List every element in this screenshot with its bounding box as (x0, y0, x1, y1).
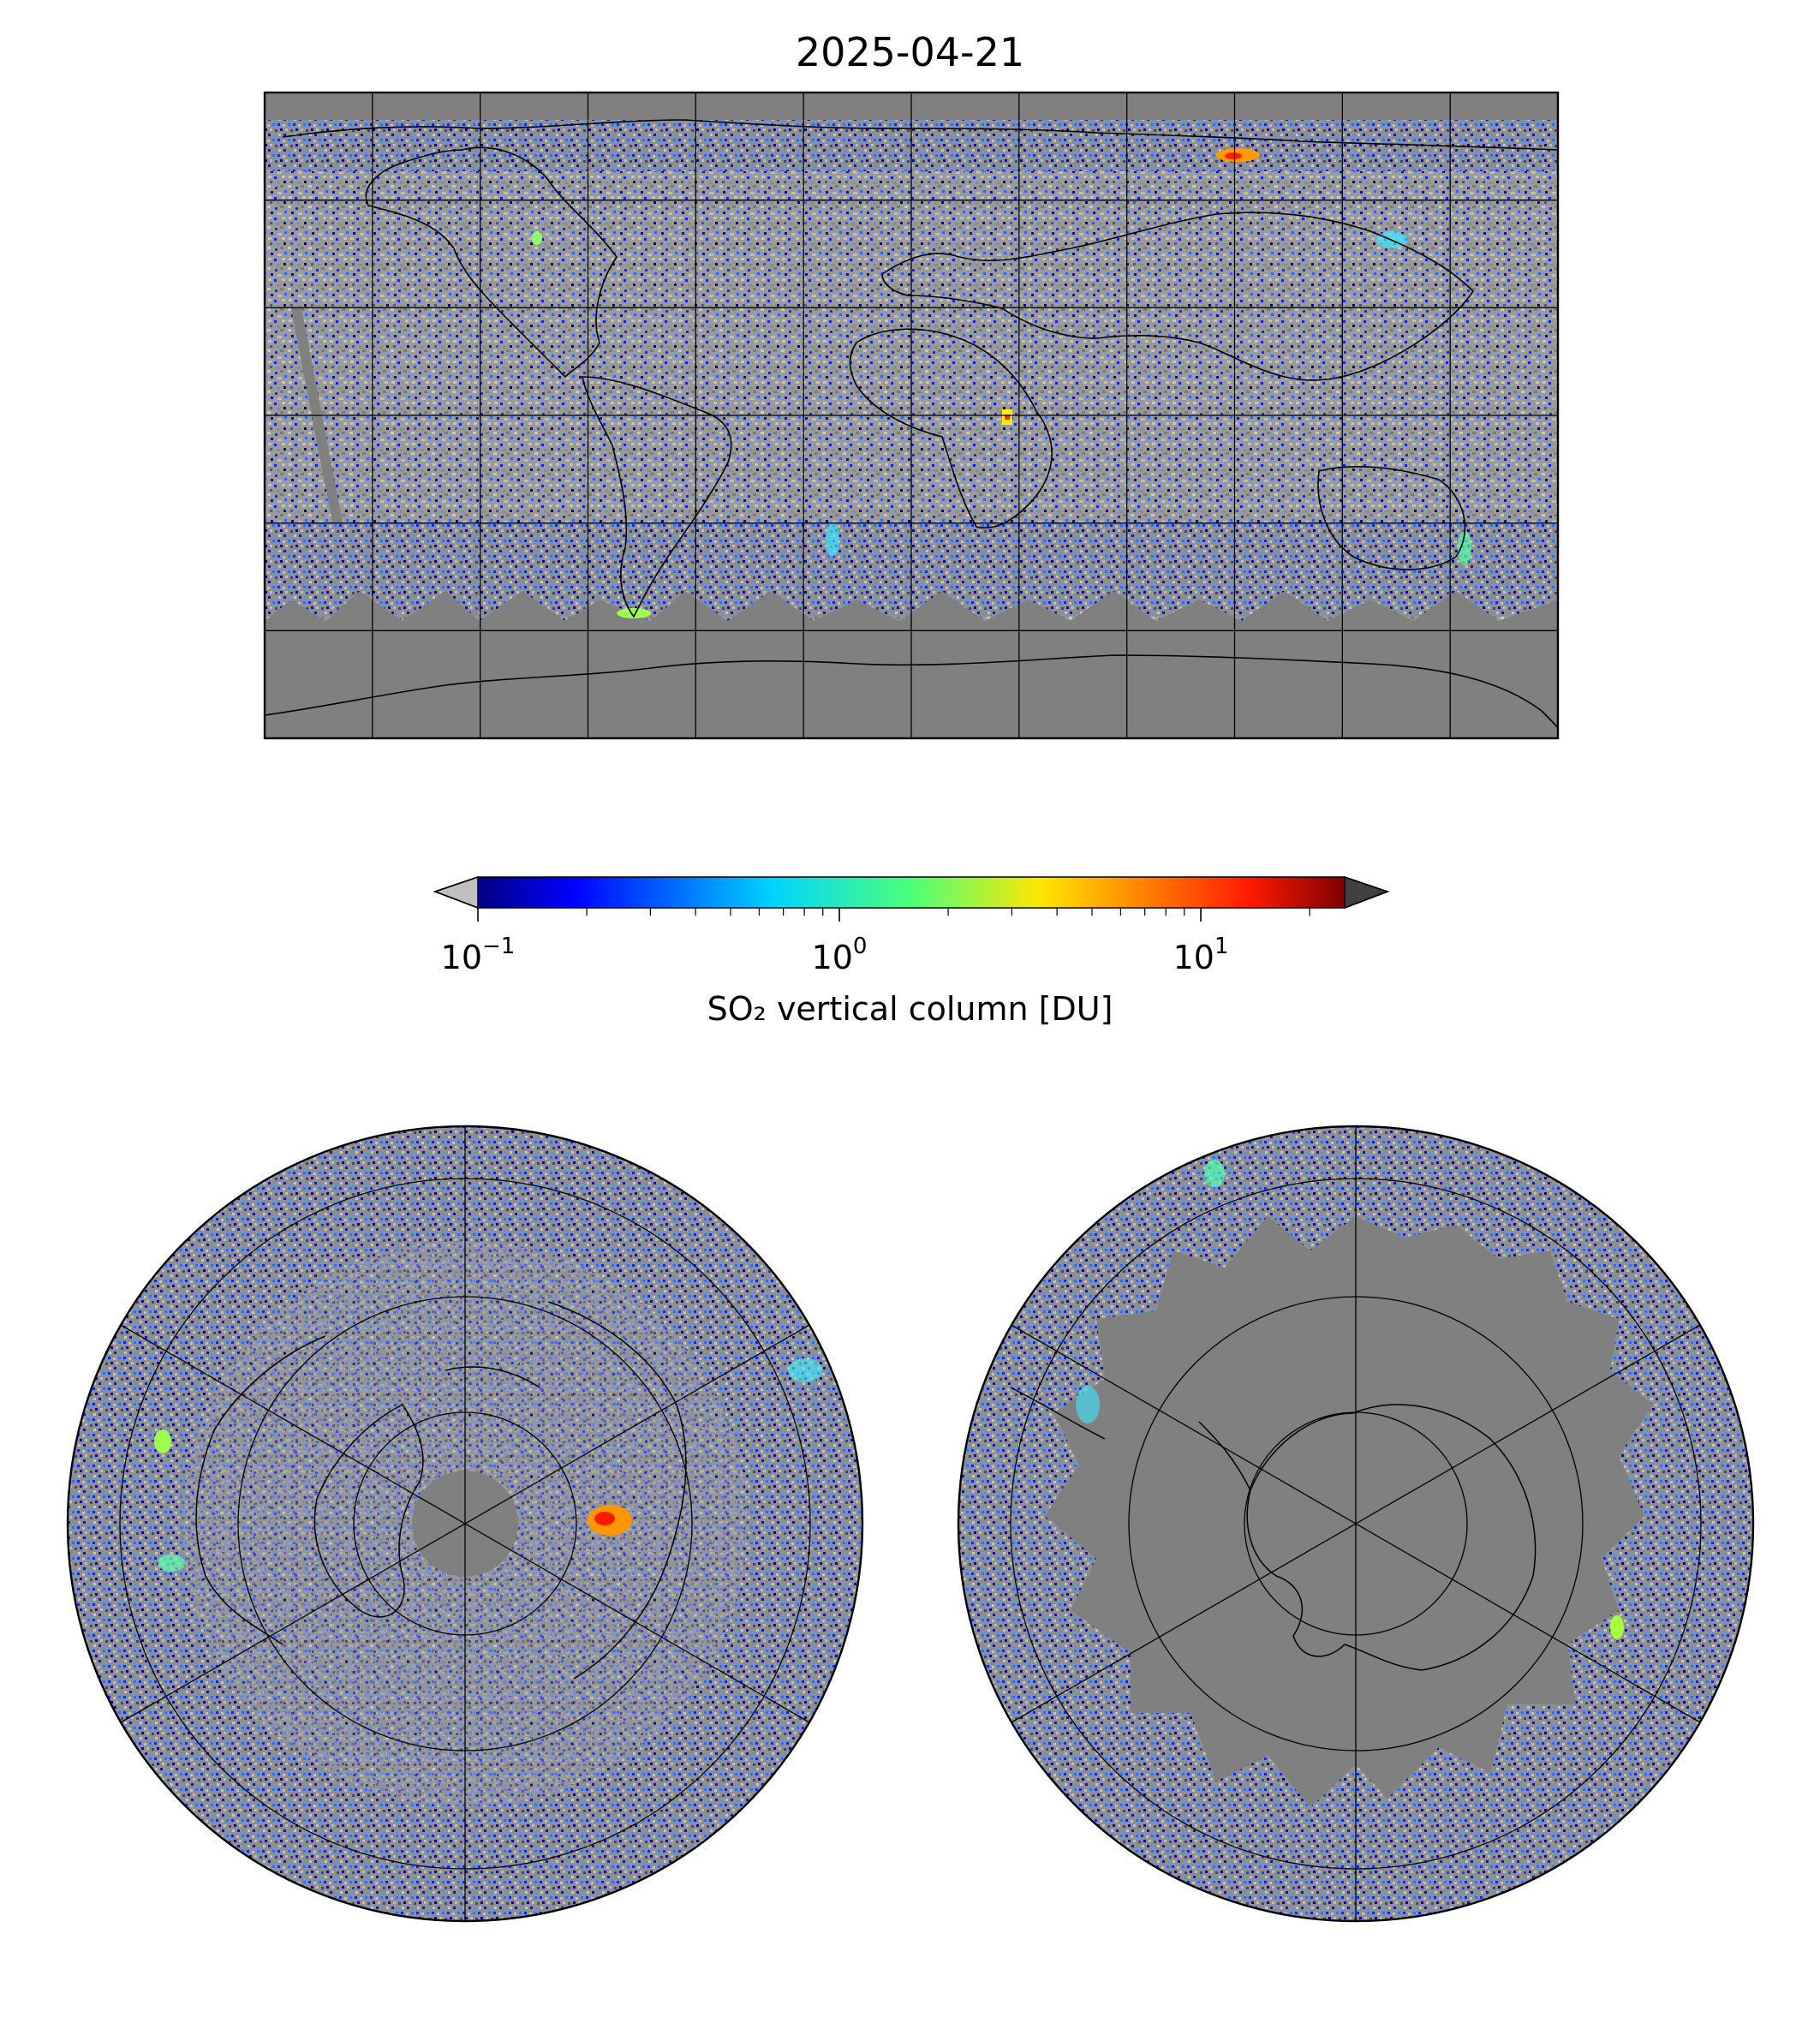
coast-antarctic-peninsula (1198, 1421, 1251, 1491)
global-map (263, 91, 1560, 740)
coast-greenland (313, 1404, 424, 1618)
coastlines (195, 1301, 687, 1680)
colorbar-tick-marks (477, 908, 1310, 922)
global-map-frame (263, 91, 1560, 740)
coastlines (1010, 1387, 1537, 1671)
coast-north-america (195, 1335, 326, 1645)
coast-south-america (1010, 1387, 1106, 1440)
coast-australia (1317, 466, 1466, 570)
graticule (265, 92, 1558, 738)
figure-title: 2025-04-21 (795, 29, 1025, 75)
colorbar-gradient (478, 877, 1345, 908)
north-polar-map (66, 1125, 864, 1923)
no-data-region (1045, 1216, 1653, 1807)
colorbar-tick-label: 101 (1173, 934, 1229, 976)
colorbar-tick-label: 100 (811, 934, 868, 976)
south-polar-map (957, 1125, 1755, 1923)
coast-north-america (365, 146, 618, 379)
coast-antarctica (1246, 1404, 1537, 1671)
north-polar-frame (66, 1125, 864, 1923)
coast-eurasia (881, 212, 1475, 381)
graticule (1010, 1126, 1702, 1921)
coast-africa (849, 328, 1053, 528)
colorbar (433, 875, 1390, 922)
so2-hotspots (532, 148, 1471, 618)
coast-svalbard (445, 1366, 540, 1388)
colorbar-under-extend (433, 875, 479, 910)
coast-south-america (582, 376, 732, 618)
colorbar-tick-label: 10−1 (440, 934, 516, 976)
so2-hotspots (154, 1358, 822, 1572)
colorbar-over-extend (1344, 875, 1390, 910)
coast-eurasia (547, 1301, 687, 1680)
so2-hotspots (1076, 1160, 1624, 1639)
colorbar-label: SO₂ vertical column [DU] (707, 990, 1113, 1028)
south-polar-frame (957, 1125, 1755, 1923)
coast-antarctica (265, 654, 1558, 729)
graticule (119, 1126, 811, 1921)
